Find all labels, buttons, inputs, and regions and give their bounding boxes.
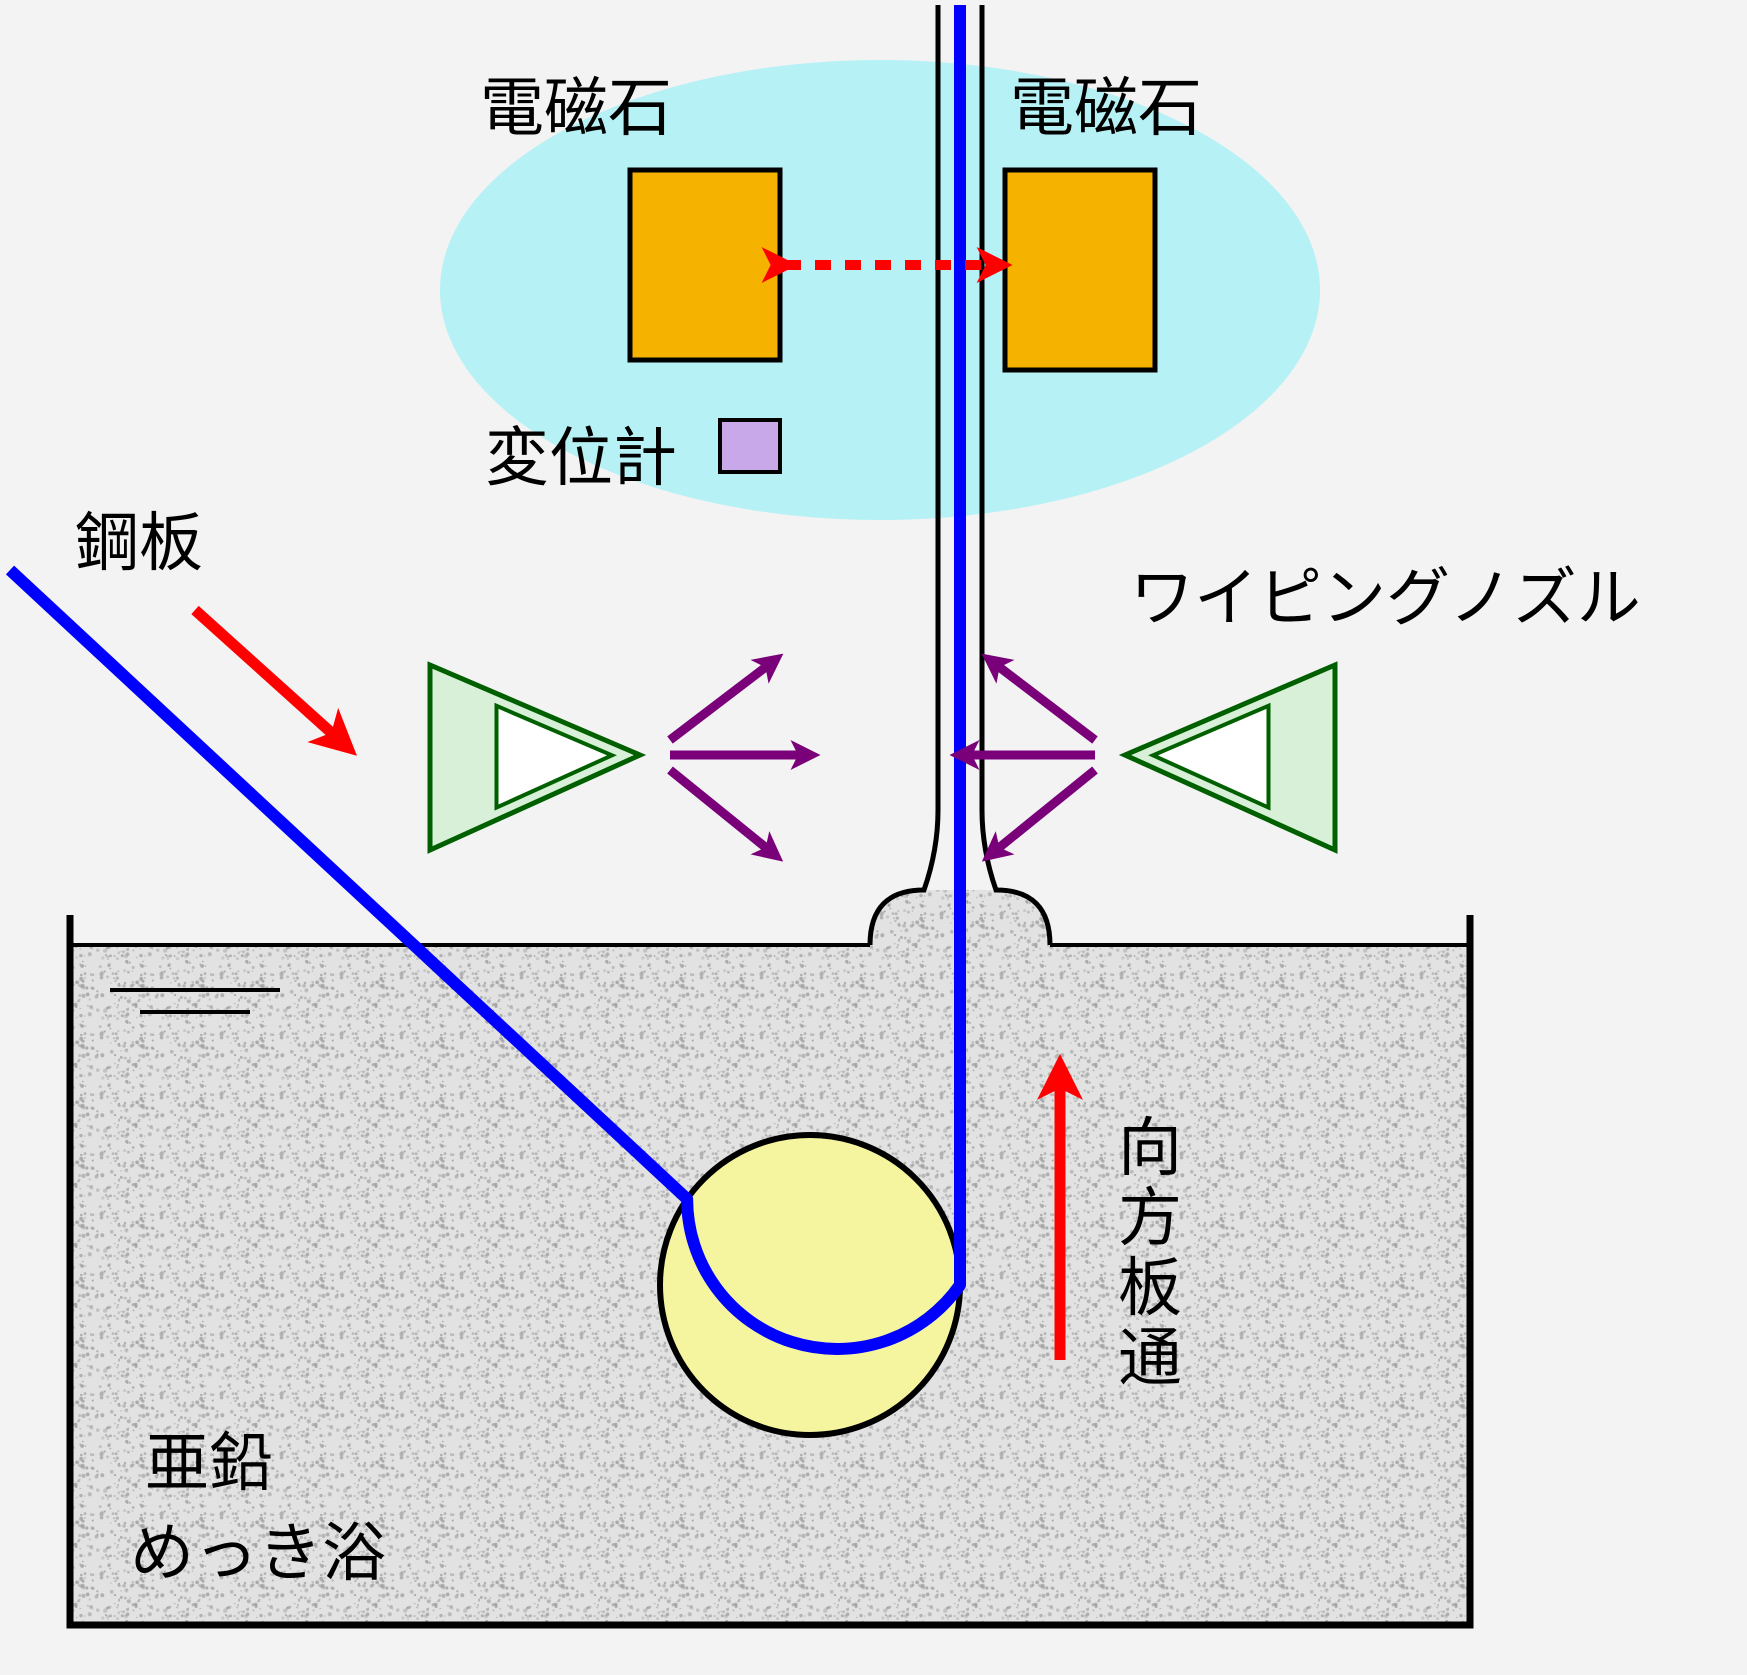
label-pass-direction-char: 向 <box>1118 1112 1182 1184</box>
label-steel-plate: 鋼板 <box>75 507 203 579</box>
label-pass-direction-char: 通 <box>1118 1322 1182 1394</box>
label-zinc-bath-1: 亜鉛 <box>145 1427 273 1499</box>
zinc-plating-diagram: 電磁石 電磁石変位計鋼板ワイピングノズル亜鉛めっき浴 通板方向 <box>0 0 1747 1675</box>
label-zinc-bath-2: めっき浴 <box>130 1517 386 1589</box>
label-magnet-right: 電磁石 <box>1010 72 1202 144</box>
label-pass-direction-char: 方 <box>1118 1182 1182 1254</box>
sink-roller <box>660 1135 960 1435</box>
label-displacement-sensor: 変位計 <box>485 422 677 494</box>
label-pass-direction-char: 板 <box>1118 1252 1182 1324</box>
label-magnet-left: 電磁石 <box>480 72 672 144</box>
displacement-sensor <box>720 420 780 472</box>
magnet-left <box>630 170 780 360</box>
magnet-right <box>1005 170 1155 370</box>
label-wiping-nozzle: ワイピングノズル <box>1130 562 1641 634</box>
